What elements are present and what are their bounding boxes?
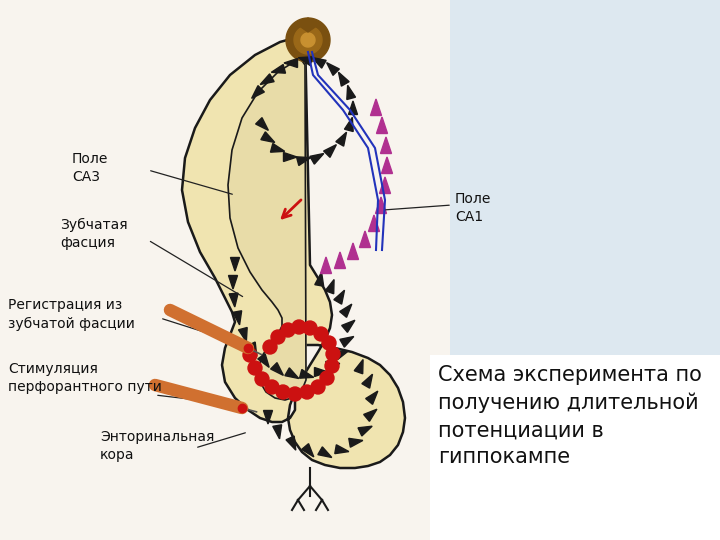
Text: Стимуляция
перфорантного пути: Стимуляция перфорантного пути [8,362,162,394]
Polygon shape [315,368,328,376]
Polygon shape [348,101,358,114]
Polygon shape [286,436,296,450]
Polygon shape [228,275,238,289]
Polygon shape [229,293,238,307]
Circle shape [265,380,279,394]
Text: Зубчатая
фасция: Зубчатая фасция [60,218,127,251]
Polygon shape [371,99,382,116]
Circle shape [300,385,314,399]
Polygon shape [301,33,315,47]
Polygon shape [344,117,354,132]
Polygon shape [354,360,363,374]
Polygon shape [336,132,346,146]
Polygon shape [379,177,390,193]
Circle shape [288,387,302,401]
Text: Поле
СА3: Поле СА3 [72,152,109,184]
Polygon shape [348,243,359,260]
Polygon shape [318,447,332,457]
Circle shape [311,380,325,394]
Polygon shape [323,145,336,157]
Circle shape [320,371,334,385]
Polygon shape [298,57,312,65]
Polygon shape [340,304,352,318]
Polygon shape [342,320,355,332]
Polygon shape [335,252,346,268]
Bar [0,0,430,540]
Polygon shape [376,197,387,213]
Polygon shape [325,280,334,294]
Polygon shape [300,369,314,378]
Bar [0,0,450,540]
Polygon shape [271,64,286,73]
Polygon shape [302,444,314,457]
Polygon shape [382,157,392,173]
Circle shape [292,320,306,334]
Polygon shape [338,72,349,86]
Polygon shape [271,144,284,152]
Circle shape [263,340,277,354]
Polygon shape [294,26,322,54]
Polygon shape [362,374,372,388]
Polygon shape [320,257,331,273]
Circle shape [248,361,262,375]
Polygon shape [340,336,354,347]
Polygon shape [271,363,284,375]
Polygon shape [297,157,311,166]
Polygon shape [327,63,339,76]
Text: Поле
СА1: Поле СА1 [455,192,491,225]
Polygon shape [334,290,344,304]
Polygon shape [325,361,340,370]
Bar [390,0,720,540]
Bar [430,355,720,540]
Circle shape [303,321,317,335]
Text: Регистрация из
зубчатой фасции: Регистрация из зубчатой фасции [8,298,135,330]
Polygon shape [247,342,257,356]
Polygon shape [359,231,371,247]
Polygon shape [238,327,247,342]
Polygon shape [369,215,379,232]
Polygon shape [228,58,306,400]
Circle shape [255,372,269,386]
Polygon shape [251,86,264,98]
Polygon shape [258,354,269,367]
Polygon shape [348,438,363,447]
Circle shape [314,327,328,341]
Text: Схема эксперимента по
получению длительной
потенциации в
гиппокампе: Схема эксперимента по получению длительн… [438,365,702,467]
Circle shape [271,330,285,344]
Polygon shape [261,132,275,143]
Circle shape [322,336,336,350]
Polygon shape [380,137,392,153]
Polygon shape [260,74,274,84]
Polygon shape [364,409,377,421]
Polygon shape [182,35,405,468]
Circle shape [281,323,295,337]
Polygon shape [284,58,297,68]
Polygon shape [366,391,378,404]
Polygon shape [285,368,299,379]
Polygon shape [230,258,240,271]
Polygon shape [286,18,330,62]
Polygon shape [233,311,242,325]
Circle shape [325,359,339,373]
Polygon shape [347,85,356,99]
Circle shape [326,347,340,361]
Circle shape [243,348,257,362]
Polygon shape [310,153,324,164]
Polygon shape [335,445,349,454]
Polygon shape [315,272,324,286]
Polygon shape [377,117,387,133]
Polygon shape [358,426,372,436]
Polygon shape [334,351,348,360]
Polygon shape [273,425,282,439]
Polygon shape [298,18,318,32]
Circle shape [276,385,290,399]
Polygon shape [312,57,326,68]
Text: Энторинальная
кора: Энторинальная кора [100,430,215,462]
Polygon shape [256,118,269,130]
Polygon shape [284,152,297,161]
Polygon shape [264,410,272,424]
